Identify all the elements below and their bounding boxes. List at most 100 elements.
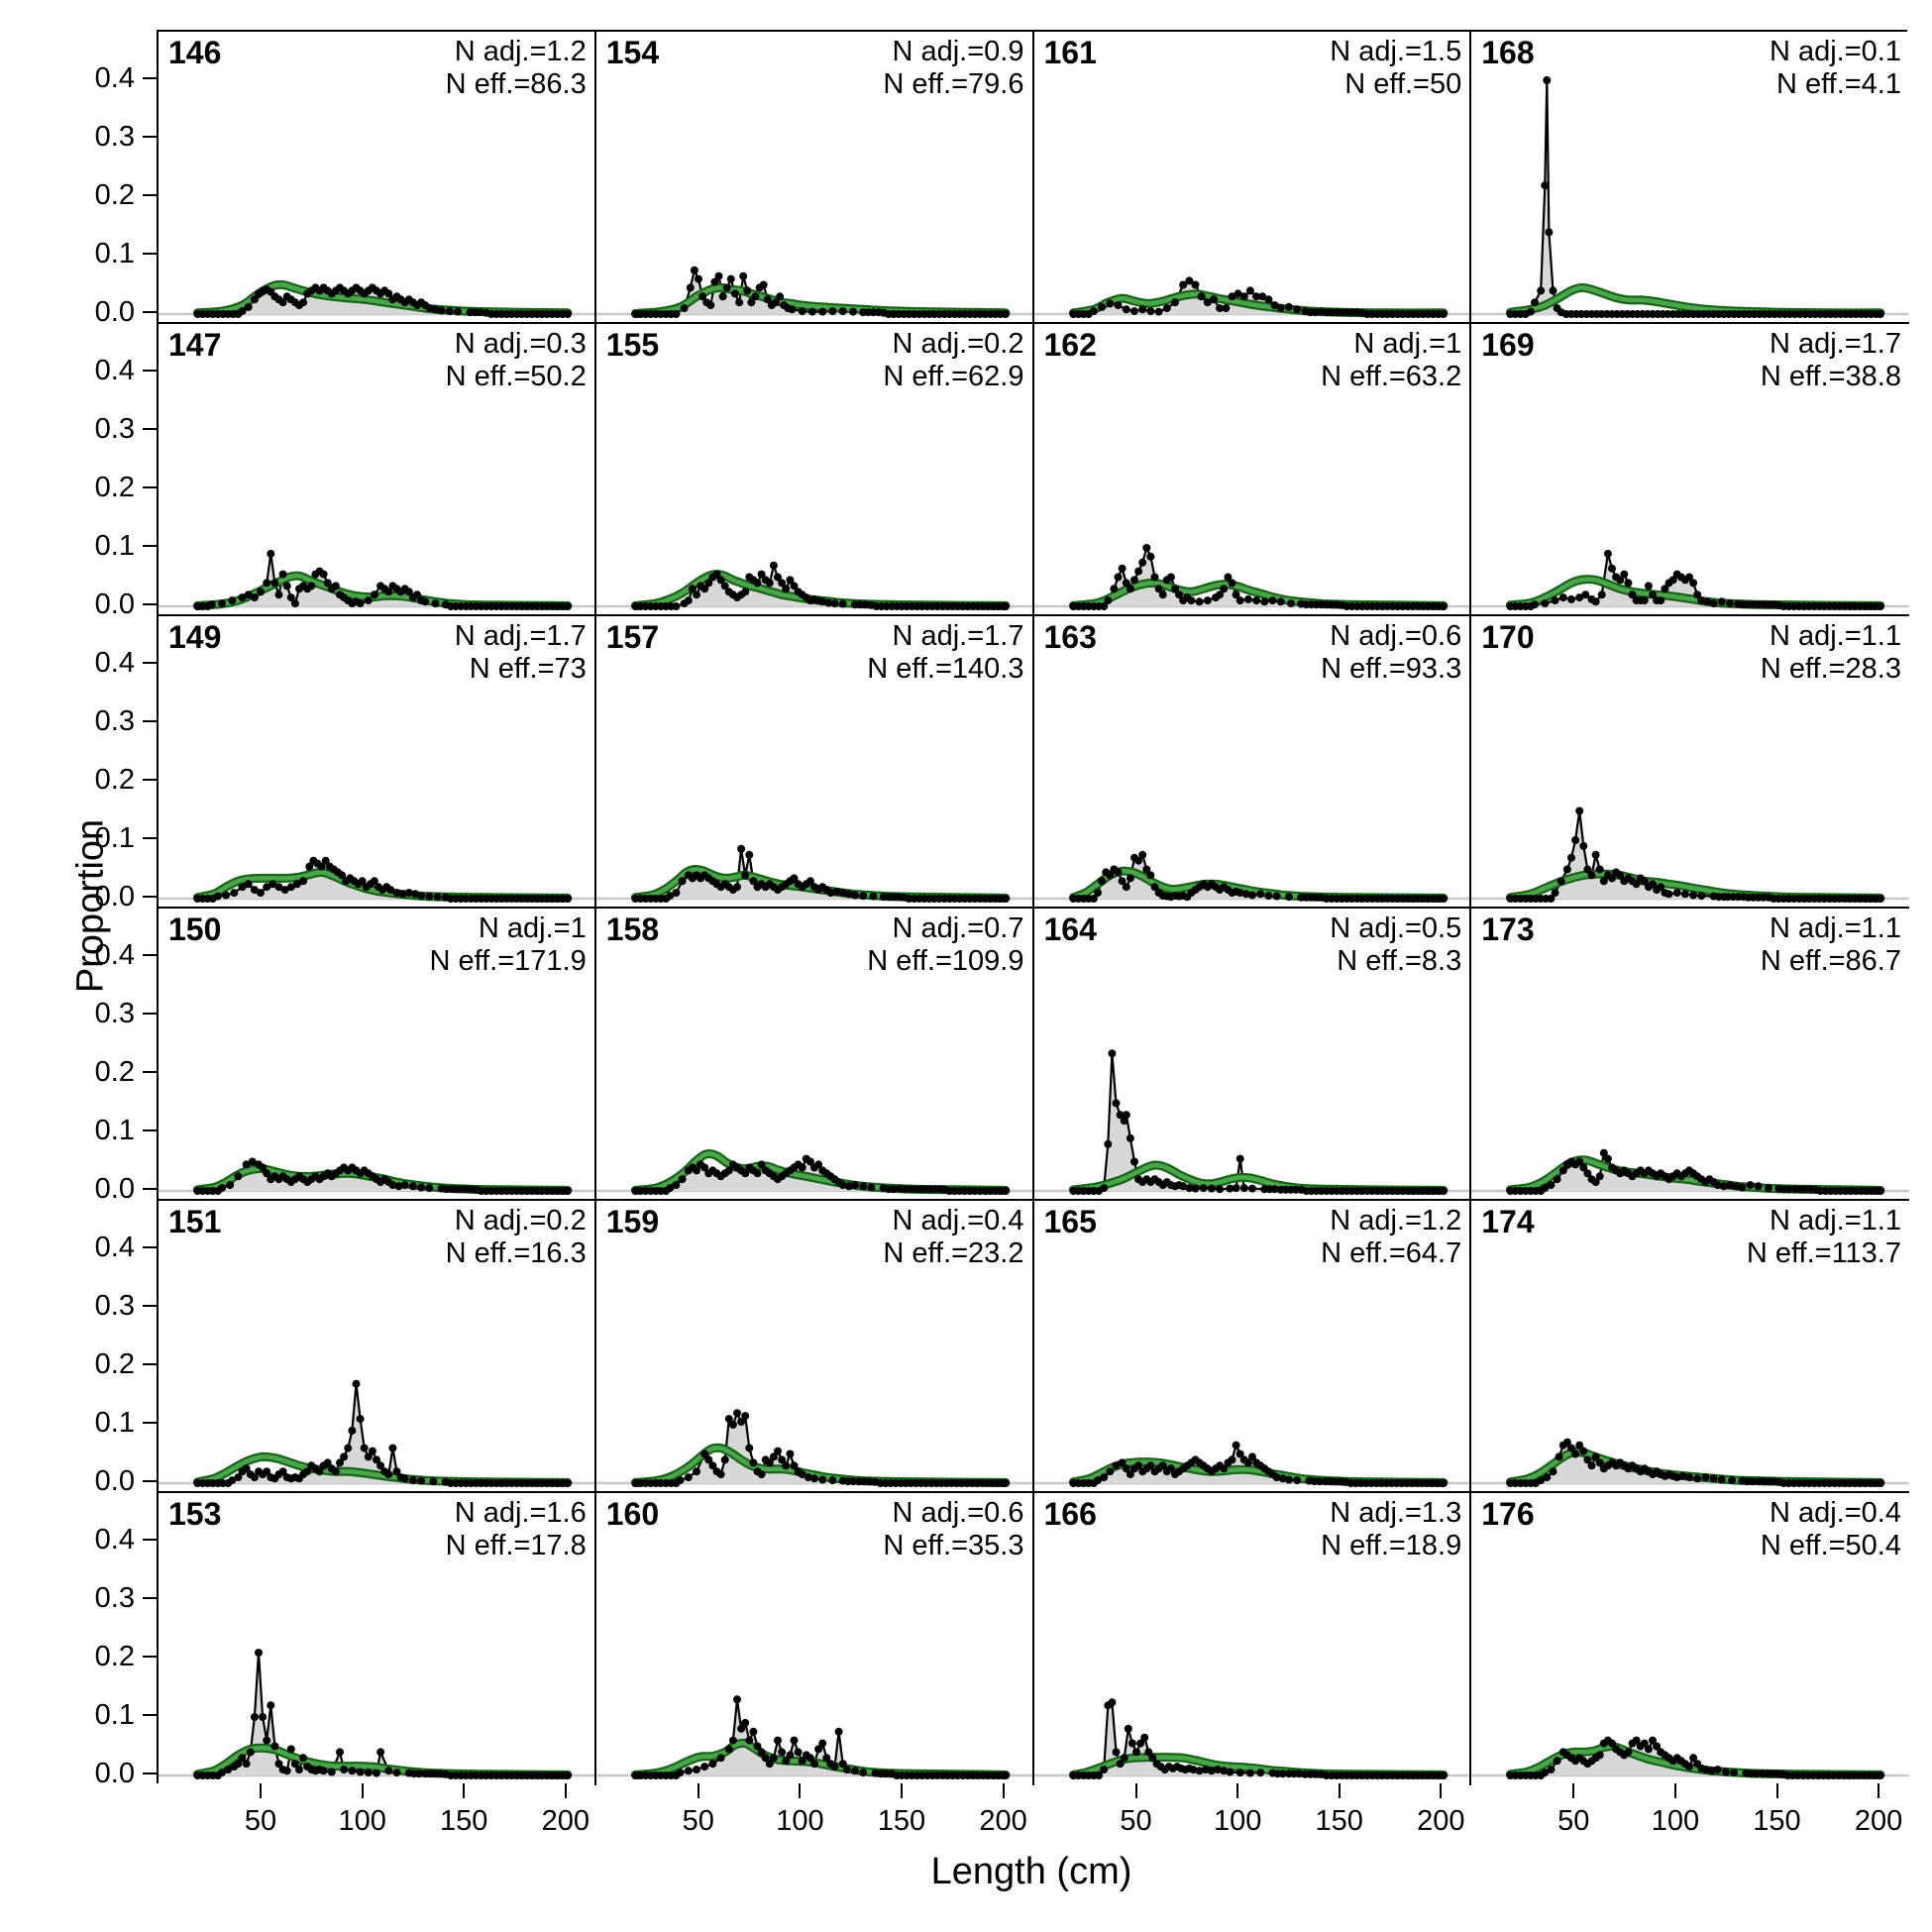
panel-annotation: N adj.=0.9 N eff.=79.6 bbox=[883, 36, 1023, 102]
n-adj-value: N adj.=0.2 bbox=[892, 328, 1024, 360]
y-axis-tick-label: 0.3 bbox=[94, 705, 135, 737]
observed-point bbox=[1713, 1181, 1722, 1190]
observed-point bbox=[781, 585, 790, 593]
observed-point bbox=[807, 307, 816, 316]
observed-point bbox=[794, 1748, 803, 1757]
observed-point bbox=[1245, 286, 1254, 295]
observed-point bbox=[1752, 1770, 1761, 1778]
observed-point bbox=[1595, 1458, 1604, 1467]
observed-point bbox=[1709, 1474, 1718, 1483]
observed-point bbox=[781, 1757, 790, 1766]
observed-point bbox=[429, 1477, 438, 1486]
y-axis-tick-label: 0.3 bbox=[94, 413, 135, 445]
observed-point bbox=[798, 1163, 806, 1172]
observed-point bbox=[1649, 590, 1658, 599]
x-axis-tick-label: 100 bbox=[1213, 1805, 1262, 1837]
panel-id-label: 174 bbox=[1481, 1204, 1535, 1239]
observed-point bbox=[672, 1181, 681, 1190]
y-axis-tick-label: 0.3 bbox=[94, 1582, 135, 1614]
observed-point bbox=[250, 886, 259, 895]
y-axis-tick bbox=[143, 1772, 157, 1774]
x-axis-tick-label: 150 bbox=[1315, 1805, 1363, 1837]
observed-point bbox=[1748, 1477, 1757, 1486]
observed-point bbox=[861, 600, 870, 609]
y-axis-tick bbox=[143, 720, 157, 722]
observed-point bbox=[263, 1467, 271, 1476]
n-eff-value: N eff.=86.7 bbox=[1760, 945, 1901, 978]
x-axis-tick bbox=[799, 1783, 802, 1798]
observed-point bbox=[1439, 310, 1448, 318]
observed-point bbox=[1129, 307, 1138, 316]
observed-point bbox=[743, 286, 752, 295]
y-axis-tick-label: 0.4 bbox=[94, 647, 135, 679]
observed-point bbox=[826, 889, 835, 898]
observed-point bbox=[1672, 1473, 1681, 1482]
observed-point bbox=[786, 1449, 795, 1458]
observed-point bbox=[1595, 1751, 1604, 1760]
y-axis-tick bbox=[143, 603, 157, 605]
x-axis-tick bbox=[1440, 1783, 1443, 1798]
n-adj-value: N adj.=1 bbox=[478, 912, 587, 944]
observed-point bbox=[720, 1455, 729, 1464]
observed-point bbox=[759, 280, 768, 289]
observed-point bbox=[1093, 889, 1102, 898]
observed-point bbox=[250, 295, 259, 304]
panel-169: 169 N adj.=1.7 N eff.=38.8 bbox=[1471, 324, 1909, 616]
observed-point bbox=[274, 590, 283, 599]
n-adj-value: N adj.=1.2 bbox=[454, 36, 587, 67]
n-adj-value: N adj.=1.5 bbox=[1330, 36, 1462, 67]
panel-162: 162 N adj.=1 N eff.=63.2 bbox=[1033, 324, 1472, 616]
observed-point bbox=[234, 1760, 243, 1769]
observed-point bbox=[1732, 1182, 1741, 1191]
observed-point bbox=[1583, 865, 1592, 874]
n-eff-value: N eff.=50.2 bbox=[445, 361, 587, 393]
observed-point bbox=[1203, 596, 1212, 605]
observed-point bbox=[425, 304, 434, 313]
observed-point bbox=[404, 588, 413, 596]
observed-point bbox=[1549, 286, 1557, 295]
observed-point bbox=[1685, 1763, 1694, 1771]
observed-point bbox=[263, 579, 271, 588]
panel-annotation: N adj.=0.6 N eff.=35.3 bbox=[883, 1497, 1023, 1563]
panel-plot-146 bbox=[159, 279, 594, 318]
panel-id-label: 170 bbox=[1481, 619, 1535, 655]
observed-point bbox=[805, 1754, 814, 1763]
observed-point bbox=[1439, 895, 1448, 903]
x-axis-tick-label: 150 bbox=[1753, 1805, 1801, 1837]
y-axis-tick-label: 0.2 bbox=[94, 179, 135, 211]
observed-point bbox=[844, 1182, 853, 1191]
y-axis-tick bbox=[143, 896, 157, 898]
observed-point bbox=[1126, 1133, 1134, 1142]
observed-point bbox=[218, 1769, 226, 1777]
observed-point bbox=[1268, 596, 1276, 605]
observed-point bbox=[1547, 1766, 1556, 1774]
observed-point bbox=[358, 877, 367, 886]
panel-174: 174 N adj.=1.1 N eff.=113.7 bbox=[1471, 1201, 1909, 1493]
x-axis-tick bbox=[260, 1783, 263, 1798]
y-axis-tick-label: 0.0 bbox=[94, 296, 135, 328]
observed-point bbox=[1089, 895, 1098, 903]
x-axis-tick bbox=[1236, 1783, 1239, 1798]
n-eff-value: N eff.=16.3 bbox=[445, 1237, 587, 1270]
observed-point bbox=[736, 1418, 745, 1427]
observed-point bbox=[263, 1736, 271, 1745]
observed-point bbox=[828, 1476, 837, 1485]
observed-point bbox=[1541, 599, 1550, 608]
observed-point bbox=[1145, 552, 1154, 561]
observed-point bbox=[1551, 889, 1559, 898]
x-axis-tick bbox=[1878, 1783, 1880, 1798]
observed-point bbox=[1272, 1473, 1281, 1482]
y-axis-tick-label: 0.0 bbox=[94, 589, 135, 620]
observed-point bbox=[263, 1169, 271, 1178]
observed-point bbox=[1137, 850, 1146, 859]
observed-point bbox=[1713, 1766, 1722, 1774]
observed-point bbox=[745, 1736, 754, 1745]
observed-point bbox=[425, 892, 434, 901]
observed-point bbox=[1439, 1771, 1448, 1779]
observed-point bbox=[1166, 573, 1175, 582]
observed-point bbox=[738, 271, 747, 280]
observed-point bbox=[730, 289, 739, 298]
observed-point bbox=[813, 1160, 822, 1169]
observed-point bbox=[726, 274, 735, 283]
observed-point bbox=[315, 1467, 324, 1476]
